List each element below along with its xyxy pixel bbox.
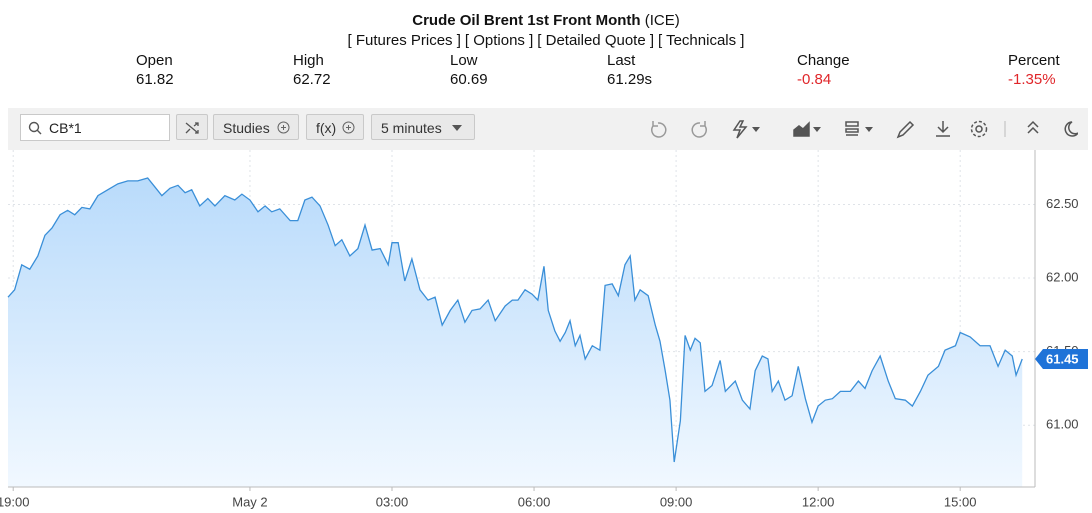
chart: 19:00 May 2 03:00 06:00 09:00 12:00 15:00 61.00… xyxy=(0,150,1088,509)
stat: Open 61.82 xyxy=(136,51,174,89)
plus-icon xyxy=(342,121,355,134)
x-tick-label: 19:00 xyxy=(0,494,29,509)
stat-label: Open xyxy=(136,52,173,69)
compare-button[interactable] xyxy=(176,114,208,140)
theme-icon[interactable] xyxy=(1064,121,1078,137)
stat: Low 60.69 xyxy=(450,51,488,89)
stat: Last 61.29s xyxy=(607,51,652,89)
interval-label: 5 minutes xyxy=(381,120,442,136)
y-tick-label: 62.00 xyxy=(1046,269,1079,284)
function-button[interactable]: f(x) xyxy=(306,114,364,140)
plus-icon xyxy=(277,121,290,134)
download-icon[interactable] xyxy=(936,121,950,137)
quote-link[interactable]: [ Options ] xyxy=(464,32,534,49)
x-tick-label: 12:00 xyxy=(802,494,835,509)
quote-title: Crude Oil Brent 1st Front Month (ICE) xyxy=(0,12,1092,29)
interval-select[interactable]: 5 minutes xyxy=(371,114,475,140)
area xyxy=(8,177,1023,487)
layout-icon[interactable] xyxy=(845,121,859,136)
chart-type-icon[interactable] xyxy=(793,121,810,137)
collapse-icon[interactable] xyxy=(1027,120,1039,134)
stat: Percent -1.35% xyxy=(1008,51,1060,89)
last-price-tag xyxy=(1035,348,1088,369)
toolbar: CB*1 Studies f(x) 5 minutes xyxy=(8,108,1088,150)
stat-value: -0.84 xyxy=(797,71,832,88)
quote-link[interactable]: [ Futures Prices ] xyxy=(347,32,461,49)
y-tick-label: 61.00 xyxy=(1046,417,1079,432)
stat-label: High xyxy=(293,52,324,69)
symbol-search[interactable]: CB*1 xyxy=(20,114,170,141)
caret xyxy=(452,125,462,131)
quote-link[interactable]: [ Detailed Quote ] xyxy=(537,32,655,49)
studies-label: Studies xyxy=(223,120,270,136)
toolbar-icons xyxy=(651,120,1078,139)
x-tick-label: 03:00 xyxy=(376,494,409,509)
x-tick-label: 06:00 xyxy=(518,494,551,509)
draw-icon[interactable] xyxy=(896,120,915,139)
stat-value: 60.69 xyxy=(450,71,488,88)
stat-label: Last xyxy=(607,52,636,69)
studies-button[interactable]: Studies xyxy=(213,114,299,140)
stat-value: 61.82 xyxy=(136,71,174,88)
x-tick-label: 09:00 xyxy=(660,494,693,509)
settings-icon[interactable] xyxy=(975,125,983,133)
function-label: f(x) xyxy=(316,120,337,136)
stat-value: 62.72 xyxy=(293,71,331,88)
redo-icon[interactable] xyxy=(691,121,707,138)
stat-label: Percent xyxy=(1008,52,1060,69)
stat-label: Change xyxy=(797,52,850,69)
shuffle-icon xyxy=(185,122,199,134)
stat: High 62.72 xyxy=(293,51,331,89)
stat-value: -1.35% xyxy=(1008,71,1056,88)
x-tick-label: May 2 xyxy=(232,494,267,509)
stat: Change -0.84 xyxy=(797,51,850,89)
quote-link[interactable]: [ Technicals ] xyxy=(658,32,745,49)
exchange: (ICE) xyxy=(644,12,680,29)
quote-links: [ Futures Prices ][ Options ][ Detailed … xyxy=(0,32,1092,49)
y-tick-label: 62.50 xyxy=(1046,196,1079,211)
stat-value: 61.29s xyxy=(607,71,653,88)
stat-label: Low xyxy=(450,52,478,69)
title: Crude Oil Brent 1st Front Month xyxy=(412,12,641,29)
symbol: CB*1 xyxy=(49,120,82,136)
price-line xyxy=(7,177,1023,463)
last-price-label: 61.45 xyxy=(1046,351,1079,366)
undo-icon[interactable] xyxy=(651,121,667,138)
search-icon xyxy=(28,121,42,135)
x-tick-label: 15:00 xyxy=(944,494,977,509)
events-icon[interactable] xyxy=(732,120,748,139)
